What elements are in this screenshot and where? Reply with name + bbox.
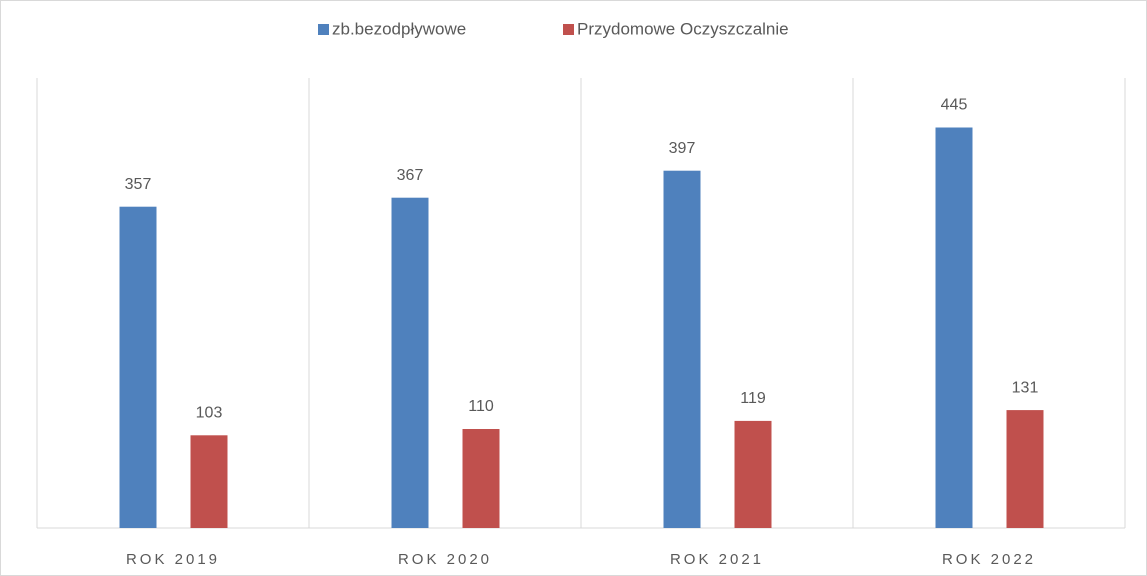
bar <box>663 170 701 528</box>
bar <box>119 206 157 528</box>
bar <box>462 429 500 528</box>
data-label: 110 <box>468 398 494 415</box>
bar <box>190 435 228 528</box>
bar <box>391 197 429 528</box>
x-tick-label: ROK 2019 <box>126 551 220 568</box>
data-label: 397 <box>669 140 696 157</box>
legend-swatch <box>318 24 329 35</box>
data-label: 131 <box>1012 379 1039 396</box>
data-label: 367 <box>397 167 424 184</box>
x-tick-label: ROK 2021 <box>670 551 764 568</box>
bar <box>1006 410 1044 528</box>
data-label: 119 <box>740 390 766 407</box>
data-label: 103 <box>196 405 223 422</box>
x-tick-label: ROK 2022 <box>942 551 1036 568</box>
legend-label: Przydomowe Oczyszczalnie <box>577 19 789 38</box>
legend-swatch <box>563 24 574 35</box>
bar <box>734 420 772 528</box>
data-label: 357 <box>125 176 152 193</box>
x-tick-label: ROK 2020 <box>398 551 492 568</box>
data-label: 445 <box>941 97 968 114</box>
legend-label: zb.bezodpływowe <box>332 19 466 38</box>
bar <box>935 127 973 528</box>
